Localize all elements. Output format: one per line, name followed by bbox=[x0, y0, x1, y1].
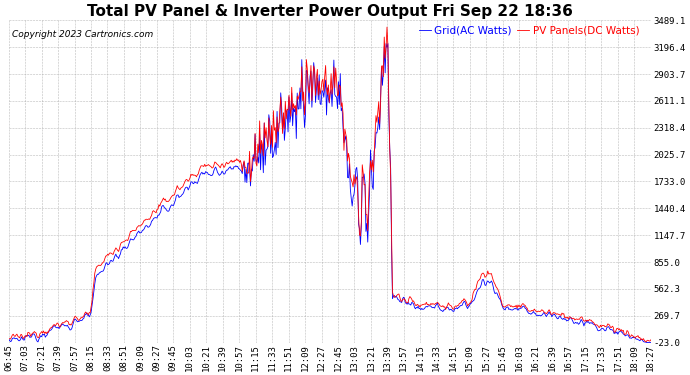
PV Panels(DC Watts) bbox=[33, 334, 41, 339]
Legend: Grid(AC Watts), PV Panels(DC Watts): Grid(AC Watts), PV Panels(DC Watts) bbox=[419, 26, 639, 36]
Grid(AC Watts) bbox=[5, 337, 13, 341]
PV Panels(DC Watts) bbox=[647, 338, 655, 342]
Text: Copyright 2023 Cartronics.com: Copyright 2023 Cartronics.com bbox=[12, 30, 153, 39]
PV Panels(DC Watts) bbox=[106, 251, 115, 255]
Grid(AC Watts) bbox=[188, 181, 197, 186]
PV Panels(DC Watts) bbox=[188, 172, 197, 177]
PV Panels(DC Watts) bbox=[132, 225, 141, 230]
Grid(AC Watts) bbox=[277, 104, 286, 109]
Grid(AC Watts) bbox=[384, 41, 392, 46]
PV Panels(DC Watts) bbox=[277, 111, 286, 116]
Line: PV Panels(DC Watts): PV Panels(DC Watts) bbox=[9, 27, 651, 342]
PV Panels(DC Watts) bbox=[642, 339, 651, 344]
Grid(AC Watts) bbox=[261, 163, 269, 167]
Grid(AC Watts) bbox=[106, 259, 115, 263]
Grid(AC Watts) bbox=[33, 339, 41, 344]
PV Panels(DC Watts) bbox=[261, 136, 269, 140]
Line: Grid(AC Watts): Grid(AC Watts) bbox=[9, 44, 651, 343]
Grid(AC Watts) bbox=[643, 340, 651, 345]
Grid(AC Watts) bbox=[132, 231, 141, 236]
PV Panels(DC Watts) bbox=[5, 336, 13, 341]
Title: Total PV Panel & Inverter Power Output Fri Sep 22 18:36: Total PV Panel & Inverter Power Output F… bbox=[87, 4, 573, 19]
PV Panels(DC Watts) bbox=[383, 25, 391, 29]
Grid(AC Watts) bbox=[647, 340, 655, 345]
